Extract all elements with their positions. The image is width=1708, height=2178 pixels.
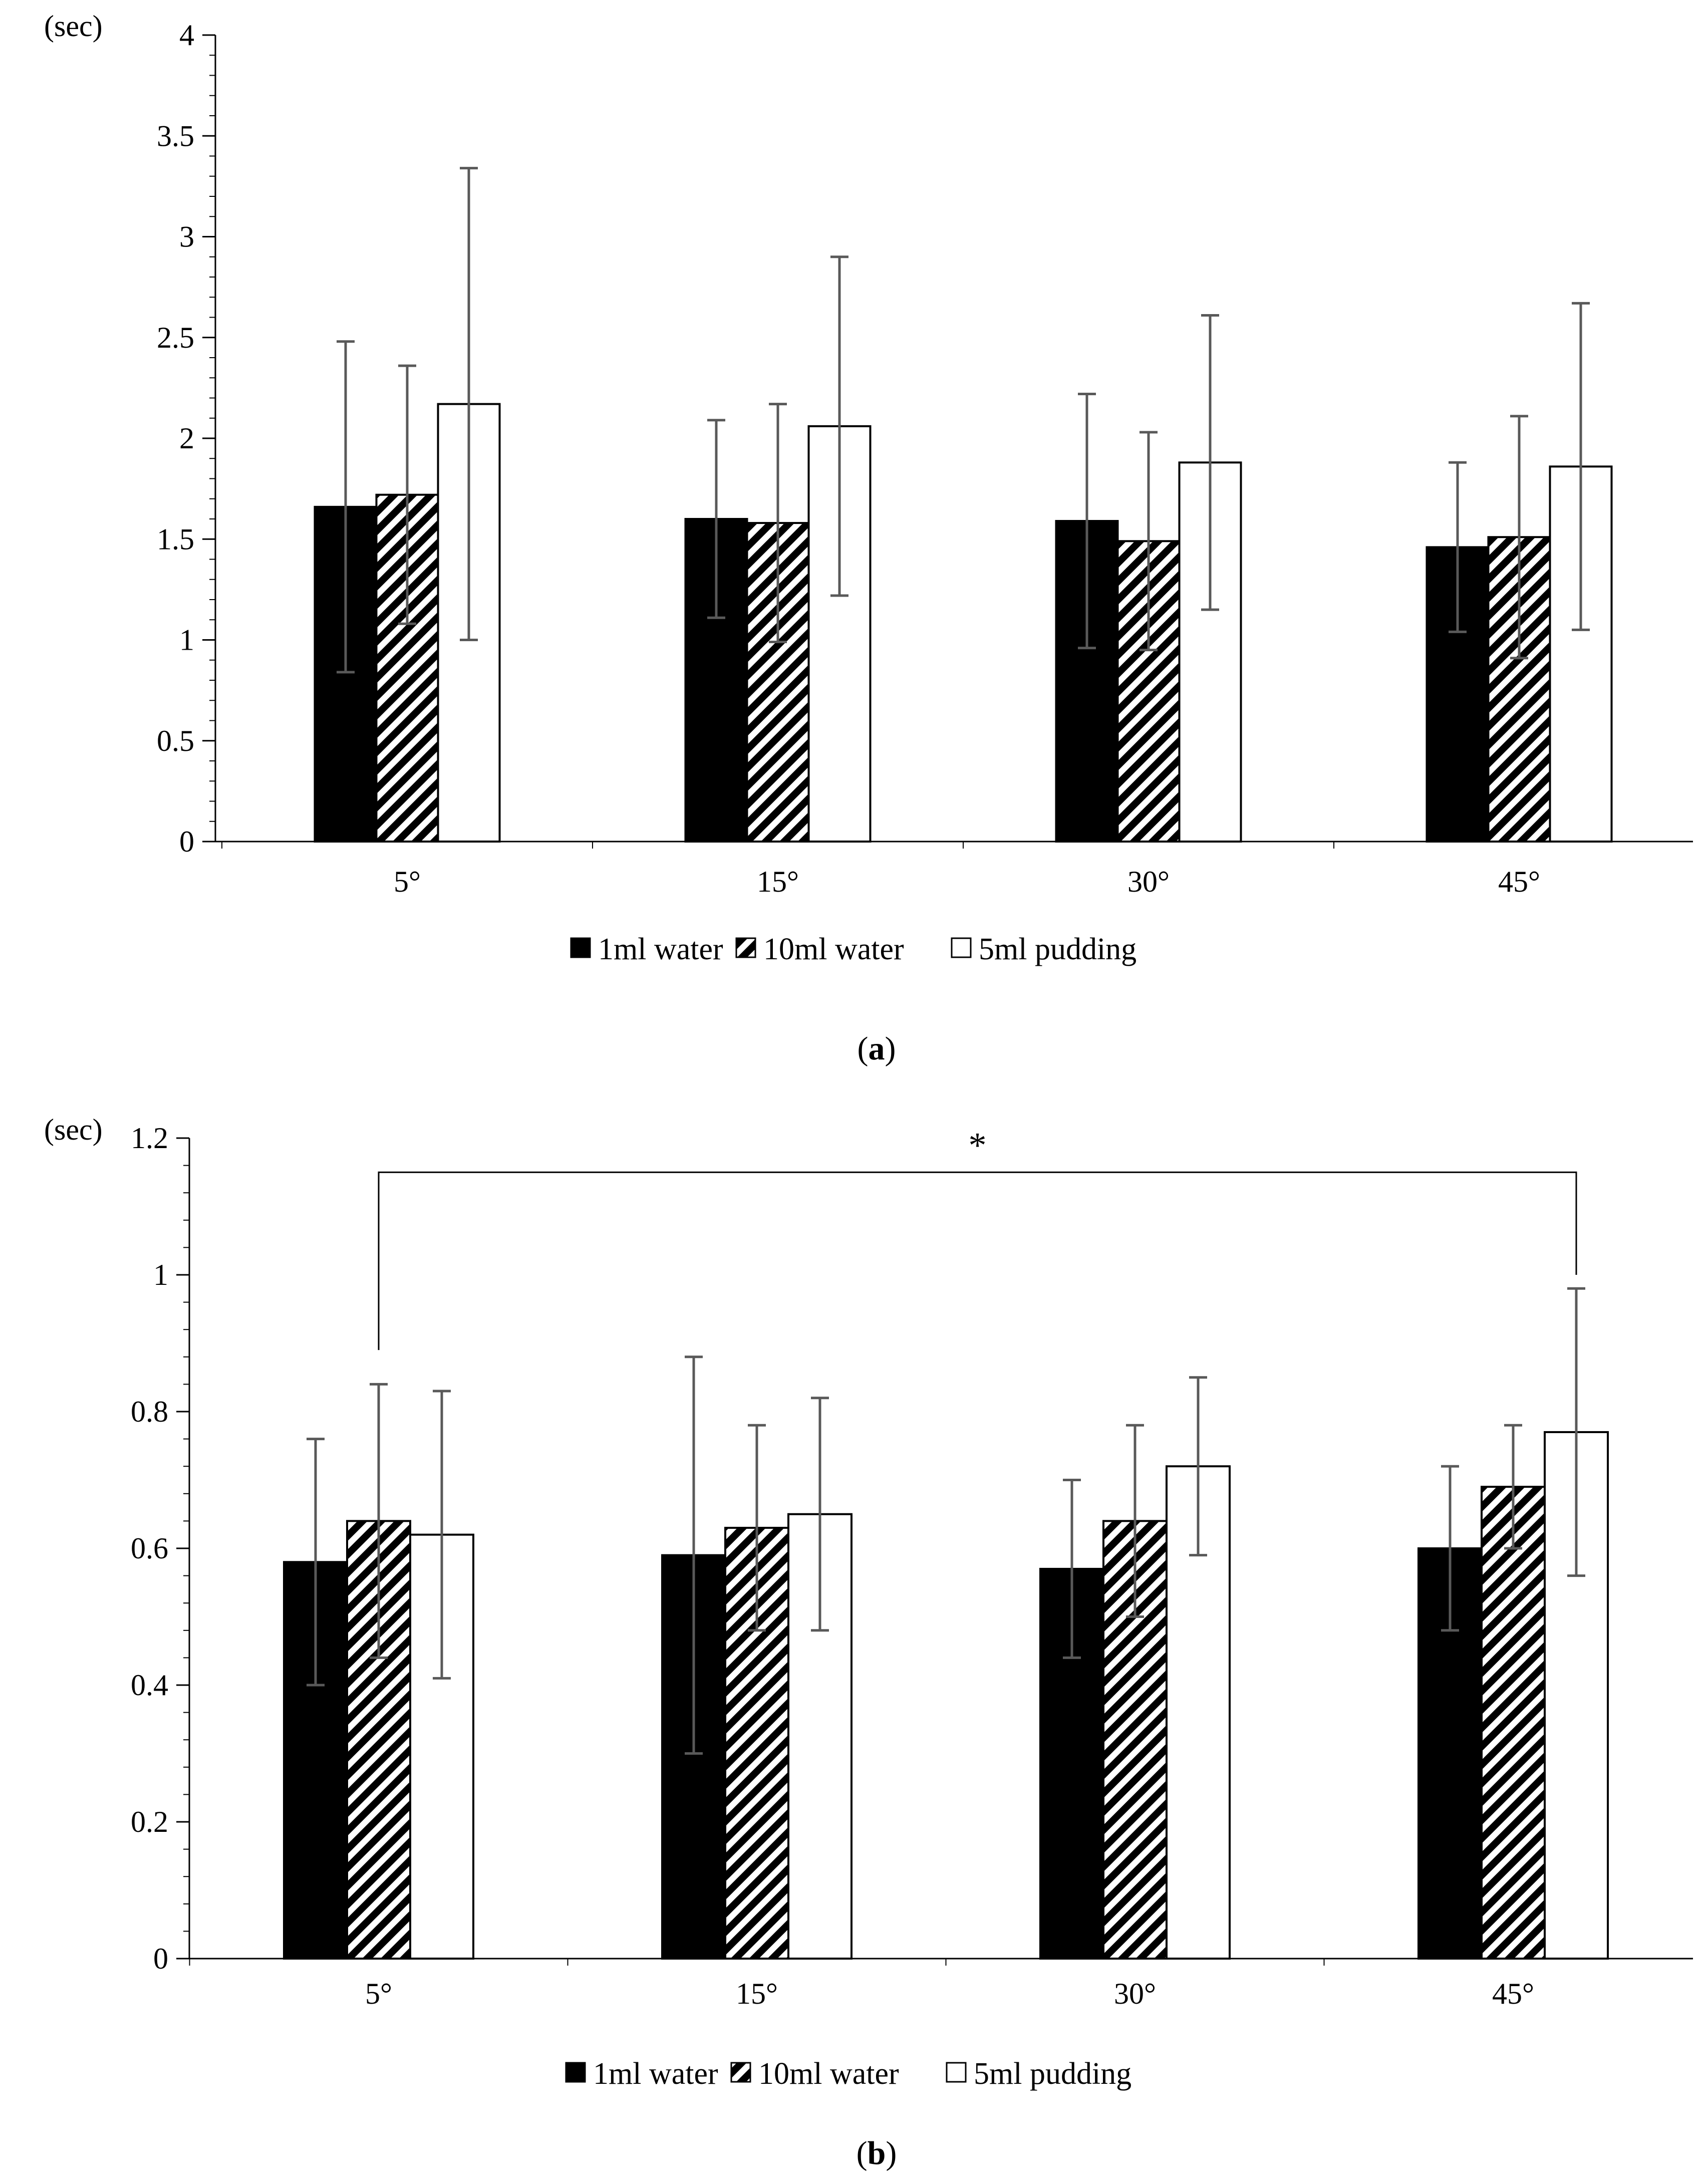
x-tick-label: 45°	[1492, 1977, 1534, 2010]
y-tick-label: 3	[179, 220, 194, 253]
x-tick-label: 15°	[736, 1977, 778, 2010]
x-tick-label: 30°	[1114, 1977, 1156, 2010]
legend-swatch	[735, 937, 756, 958]
y-tick-label: 4	[179, 19, 194, 52]
legend-label: 10ml water	[763, 932, 904, 966]
legend-item: 5ml pudding	[951, 932, 1136, 966]
legend-label: 1ml water	[593, 2057, 718, 2091]
significance-marker: *	[969, 1125, 987, 1165]
y-tick-label: 0.4	[131, 1669, 168, 1702]
legend: 1ml water 10ml water 5ml pudding	[565, 2057, 1131, 2091]
x-tick-label: 15°	[757, 865, 799, 898]
legend-item: 1ml water	[565, 2057, 718, 2091]
unit-label: (sec)	[44, 10, 103, 43]
x-tick-label: 5°	[365, 1977, 392, 2010]
bar-10ml-water-4	[1481, 1486, 1546, 1960]
y-tick-label: 3.5	[157, 119, 194, 152]
legend-swatch	[570, 937, 591, 958]
x-tick-label: 45°	[1498, 865, 1540, 898]
legend-item: 10ml water	[735, 932, 904, 966]
y-tick-label: 1.5	[157, 522, 194, 556]
bar-10ml-water-3	[1116, 540, 1181, 843]
y-tick-label: 2	[179, 422, 194, 455]
panel-caption-b: (b)	[857, 2135, 897, 2171]
chart-panel-a: (sec) 00.511.522.533.545° 15° 30° 45°1ml wa…	[44, 10, 1693, 966]
legend-swatch	[565, 2062, 586, 2083]
y-tick-label: 1.2	[131, 1122, 168, 1155]
legend-label: 10ml water	[758, 2057, 899, 2091]
legend-swatch	[730, 2062, 751, 2083]
unit-label: (sec)	[44, 1113, 103, 1146]
y-tick-label: 0	[153, 1942, 168, 1975]
legend-swatch	[946, 2062, 967, 2083]
y-tick-label: 1	[179, 624, 194, 657]
y-tick-label: 0.6	[131, 1532, 168, 1565]
x-tick-label: 5°	[394, 865, 421, 898]
y-tick-label: 0	[179, 825, 194, 858]
y-tick-label: 0.2	[131, 1805, 168, 1838]
panel-caption-a: (a)	[858, 1030, 896, 1067]
legend-label: 5ml pudding	[974, 2057, 1131, 2091]
legend: 1ml water 10ml water 5ml pudding	[570, 932, 1136, 966]
legend-label: 5ml pudding	[979, 932, 1136, 966]
legend-swatch	[951, 937, 972, 958]
y-tick-label: 1	[153, 1258, 168, 1291]
y-tick-label: 0.8	[131, 1395, 168, 1428]
y-tick-label: 2.5	[157, 321, 194, 354]
legend-item: 5ml pudding	[946, 2057, 1131, 2091]
legend-item: 10ml water	[730, 2057, 899, 2091]
x-tick-label: 30°	[1127, 865, 1170, 898]
legend-item: 1ml water	[570, 932, 723, 966]
significance-bracket	[378, 1171, 1577, 1350]
legend-label: 1ml water	[598, 932, 723, 966]
y-tick-label: 0.5	[157, 724, 194, 757]
chart-panel-b: (sec) 0 0.2 0.4 0.6 0.8 1 1.2 5° 15° 30° 45° * 1ml w…	[44, 1113, 1693, 2091]
